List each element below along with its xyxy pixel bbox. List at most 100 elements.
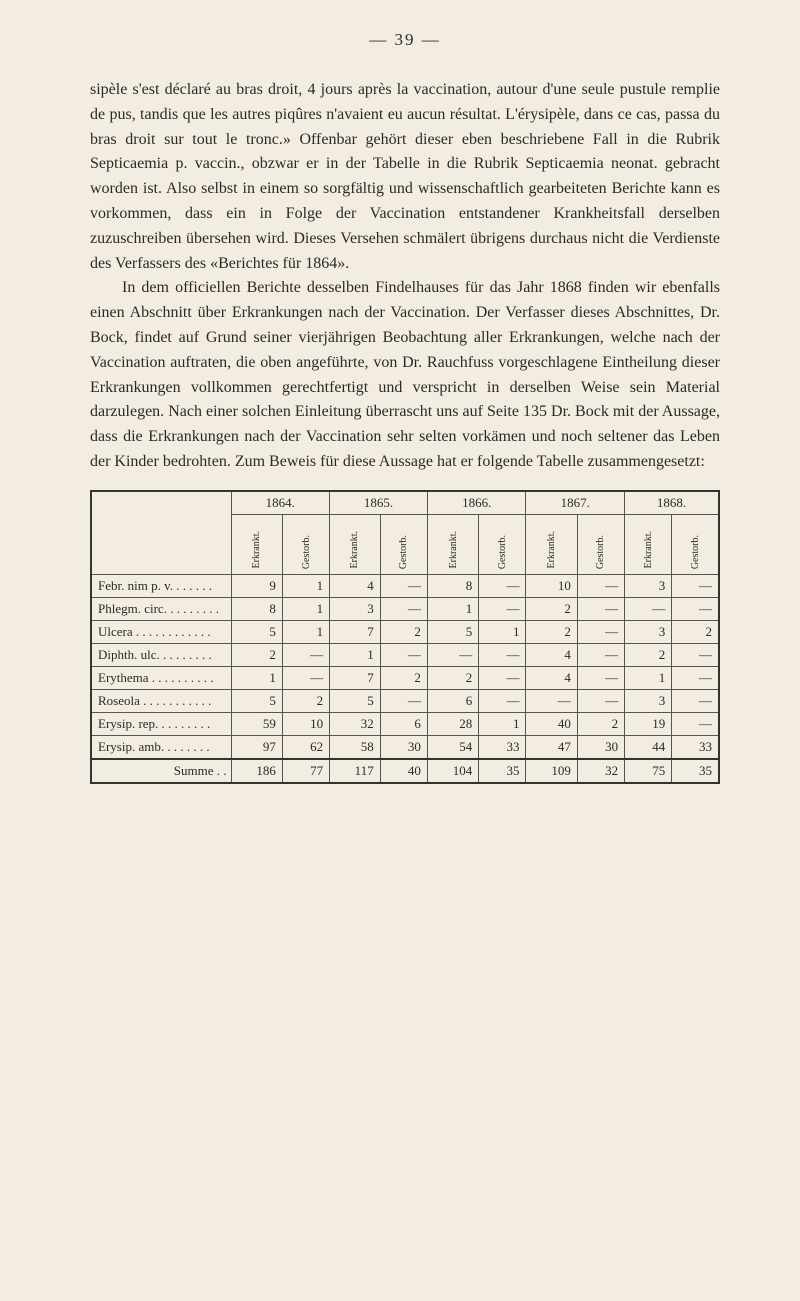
cell: 59 — [231, 712, 282, 735]
subheader: Erkrankt. — [330, 514, 381, 574]
subheader: Gestorb. — [672, 514, 719, 574]
sum-cell: 40 — [380, 759, 427, 783]
cell: 32 — [330, 712, 381, 735]
cell: 5 — [330, 689, 381, 712]
row-label: Ulcera . . . . . . . . . . . . — [91, 620, 231, 643]
cell: — — [577, 666, 624, 689]
body-text: sipèle s'est déclaré au bras droit, 4 jo… — [90, 78, 720, 475]
cell: — — [282, 643, 329, 666]
row-label: Erysip. amb. . . . . . . . — [91, 735, 231, 759]
header-year-4: 1868. — [625, 491, 719, 515]
table-row: Diphth. ulc. . . . . . . . .2—1———4—2— — [91, 643, 719, 666]
cell: 1 — [231, 666, 282, 689]
sum-cell: 186 — [231, 759, 282, 783]
cell: 1 — [427, 597, 478, 620]
cell: 2 — [672, 620, 719, 643]
cell: — — [282, 666, 329, 689]
cell: — — [672, 574, 719, 597]
cell: 2 — [380, 620, 427, 643]
table-row: Erysip. amb. . . . . . . .97625830543347… — [91, 735, 719, 759]
cell: — — [380, 643, 427, 666]
row-label: Febr. nim p. v. . . . . . . — [91, 574, 231, 597]
cell: 6 — [380, 712, 427, 735]
cell: — — [672, 597, 719, 620]
cell: 2 — [625, 643, 672, 666]
cell: 3 — [625, 620, 672, 643]
sum-cell: 32 — [577, 759, 624, 783]
cell: 1 — [625, 666, 672, 689]
cell: 2 — [427, 666, 478, 689]
cell: — — [672, 689, 719, 712]
cell: 8 — [427, 574, 478, 597]
subheader: Gestorb. — [282, 514, 329, 574]
header-year-2: 1866. — [427, 491, 526, 515]
cell: 1 — [282, 597, 329, 620]
header-blank — [91, 491, 231, 575]
cell: — — [577, 620, 624, 643]
subheader: Gestorb. — [577, 514, 624, 574]
cell: 4 — [526, 643, 577, 666]
cell: — — [479, 666, 526, 689]
sum-label: Summe . . — [91, 759, 231, 783]
cell: 10 — [526, 574, 577, 597]
subheader: Erkrankt. — [427, 514, 478, 574]
cell: 58 — [330, 735, 381, 759]
cell: 19 — [625, 712, 672, 735]
sum-cell: 109 — [526, 759, 577, 783]
subheader: Gestorb. — [380, 514, 427, 574]
cell: 4 — [526, 666, 577, 689]
header-year-3: 1867. — [526, 491, 625, 515]
paragraph-2: In dem officiellen Berichte desselben Fi… — [90, 276, 720, 474]
cell: 40 — [526, 712, 577, 735]
cell: 2 — [577, 712, 624, 735]
cell: — — [672, 666, 719, 689]
disease-table: 1864. 1865. 1866. 1867. 1868. Erkrankt.G… — [90, 490, 720, 784]
row-label: Erythema . . . . . . . . . . — [91, 666, 231, 689]
sum-cell: 35 — [479, 759, 526, 783]
table-row: Phlegm. circ. . . . . . . . .813—1—2——— — [91, 597, 719, 620]
cell: — — [427, 643, 478, 666]
cell: — — [577, 643, 624, 666]
row-label: Erysip. rep. . . . . . . . . — [91, 712, 231, 735]
cell: 28 — [427, 712, 478, 735]
sum-row: Summe . .186771174010435109327535 — [91, 759, 719, 783]
row-label: Roseola . . . . . . . . . . . — [91, 689, 231, 712]
sum-cell: 75 — [625, 759, 672, 783]
cell: 2 — [282, 689, 329, 712]
cell: — — [479, 643, 526, 666]
cell: 5 — [231, 689, 282, 712]
cell: — — [625, 597, 672, 620]
cell: 7 — [330, 620, 381, 643]
cell: 1 — [330, 643, 381, 666]
cell: 9 — [231, 574, 282, 597]
cell: 2 — [526, 620, 577, 643]
cell: — — [479, 597, 526, 620]
cell: 10 — [282, 712, 329, 735]
cell: — — [577, 689, 624, 712]
table-row: Febr. nim p. v. . . . . . .914—8—10—3— — [91, 574, 719, 597]
table-row: Erysip. rep. . . . . . . . .591032628140… — [91, 712, 719, 735]
cell: 97 — [231, 735, 282, 759]
cell: 5 — [427, 620, 478, 643]
subheader: Erkrankt. — [625, 514, 672, 574]
cell: 3 — [330, 597, 381, 620]
page-number: — 39 — — [90, 30, 720, 50]
cell: — — [380, 597, 427, 620]
cell: 33 — [672, 735, 719, 759]
cell: — — [526, 689, 577, 712]
cell: 3 — [625, 689, 672, 712]
cell: 7 — [330, 666, 381, 689]
cell: 33 — [479, 735, 526, 759]
cell: 5 — [231, 620, 282, 643]
subheader: Gestorb. — [479, 514, 526, 574]
cell: 54 — [427, 735, 478, 759]
table-row: Erythema . . . . . . . . . .1—722—4—1— — [91, 666, 719, 689]
header-year-0: 1864. — [231, 491, 330, 515]
cell: 44 — [625, 735, 672, 759]
cell: 1 — [479, 620, 526, 643]
table-row: Ulcera . . . . . . . . . . . .5172512—32 — [91, 620, 719, 643]
row-label: Diphth. ulc. . . . . . . . . — [91, 643, 231, 666]
cell: 1 — [479, 712, 526, 735]
cell: 2 — [380, 666, 427, 689]
cell: — — [577, 597, 624, 620]
